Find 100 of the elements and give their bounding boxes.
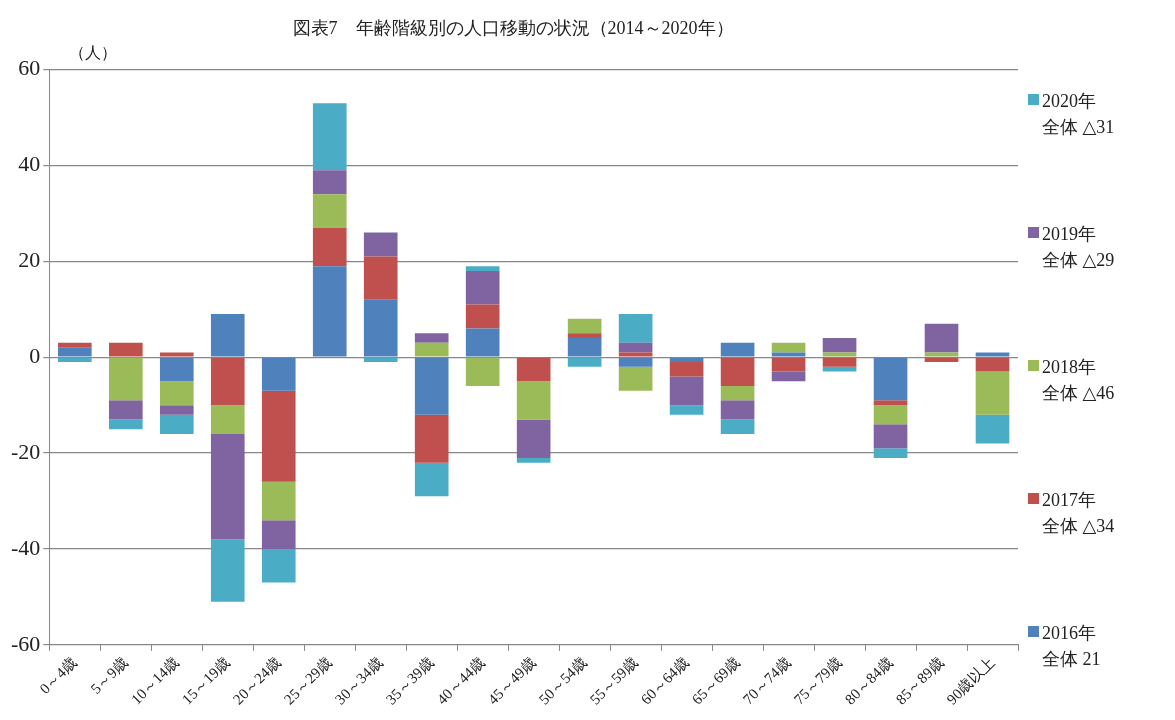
bar [363,256,398,300]
legend-label: 2020年 [1042,90,1097,113]
y-tick-label: -20 [11,438,41,464]
bar [669,357,704,363]
bar [159,352,194,357]
bar [975,352,1010,357]
bar [465,270,500,305]
y-axis-title: （人） [69,43,118,61]
bar [720,400,755,420]
bar [873,448,908,458]
bar [465,328,500,357]
x-tick-label: 0～4歳 [36,653,80,697]
bar [873,357,908,401]
y-tick-label: 60 [18,55,41,81]
bar [771,357,806,372]
bar [312,194,347,228]
x-tick-label: 5～9歳 [87,653,131,697]
bar [669,362,704,377]
bar [516,457,551,463]
y-tick-label: 0 [29,343,41,368]
bar [363,299,398,357]
bar [618,342,653,353]
bar [108,400,143,420]
bar [312,227,347,267]
bar [261,548,296,583]
bar [465,304,500,329]
bar [618,314,653,343]
bar [975,371,1010,415]
text: 全体 △31 [1042,116,1115,139]
text: 全体 △34 [1042,515,1115,538]
bar [210,539,245,602]
bar [210,357,245,406]
bar [414,333,449,343]
legend-label: 2019年 [1042,223,1097,246]
bar [924,323,959,353]
bar [414,462,449,497]
bar [210,405,245,434]
bar [363,232,398,257]
bar [312,170,347,195]
bar [159,357,194,382]
bar [924,357,959,363]
y-tick-label: 40 [18,151,41,177]
bar [312,266,347,357]
bar [669,376,704,406]
bar [159,405,194,415]
bar [771,352,806,357]
bar [159,381,194,406]
bar [873,400,908,406]
bar [108,342,143,357]
bar [822,338,857,353]
text: 全体 21 [1042,648,1101,671]
bar [873,405,908,425]
bar [975,357,1010,372]
bar [414,414,449,463]
bar [516,381,551,420]
bar [57,347,92,357]
bar [567,338,602,357]
bar [618,366,653,391]
y-tick-label: -40 [11,534,41,560]
bar [771,342,806,353]
legend-label: 2016年 [1042,622,1097,645]
legend-label: 2017年 [1042,489,1097,512]
bar [210,314,245,357]
bar [720,357,755,386]
bar [261,520,296,549]
bar [261,481,296,521]
bar [567,318,602,334]
bar [414,342,449,357]
bar [57,342,92,348]
bar [363,357,398,363]
bar [771,371,806,382]
legend-label: 2018年 [1042,356,1097,379]
bar [822,357,857,367]
bar [210,433,245,540]
bar [567,333,602,339]
bar [720,385,755,401]
bar [720,342,755,357]
bar [108,357,143,401]
bar [924,352,959,357]
bar [312,103,347,171]
bar [873,424,908,449]
bar [159,414,194,434]
bar [822,366,857,372]
bar [975,414,1010,444]
bar [618,357,653,367]
y-tick-label: 20 [18,247,41,273]
bar [618,352,653,357]
bar [822,352,857,357]
bar [516,357,551,382]
bar [465,357,500,386]
bar [57,357,92,363]
bar [567,357,602,367]
bar [261,390,296,482]
bar [720,419,755,434]
bar [516,419,551,458]
bar [108,419,143,430]
y-tick-label: -60 [11,630,41,656]
text: 全体 △46 [1042,382,1115,405]
text: 全体 △29 [1042,249,1115,272]
bar [669,405,704,415]
